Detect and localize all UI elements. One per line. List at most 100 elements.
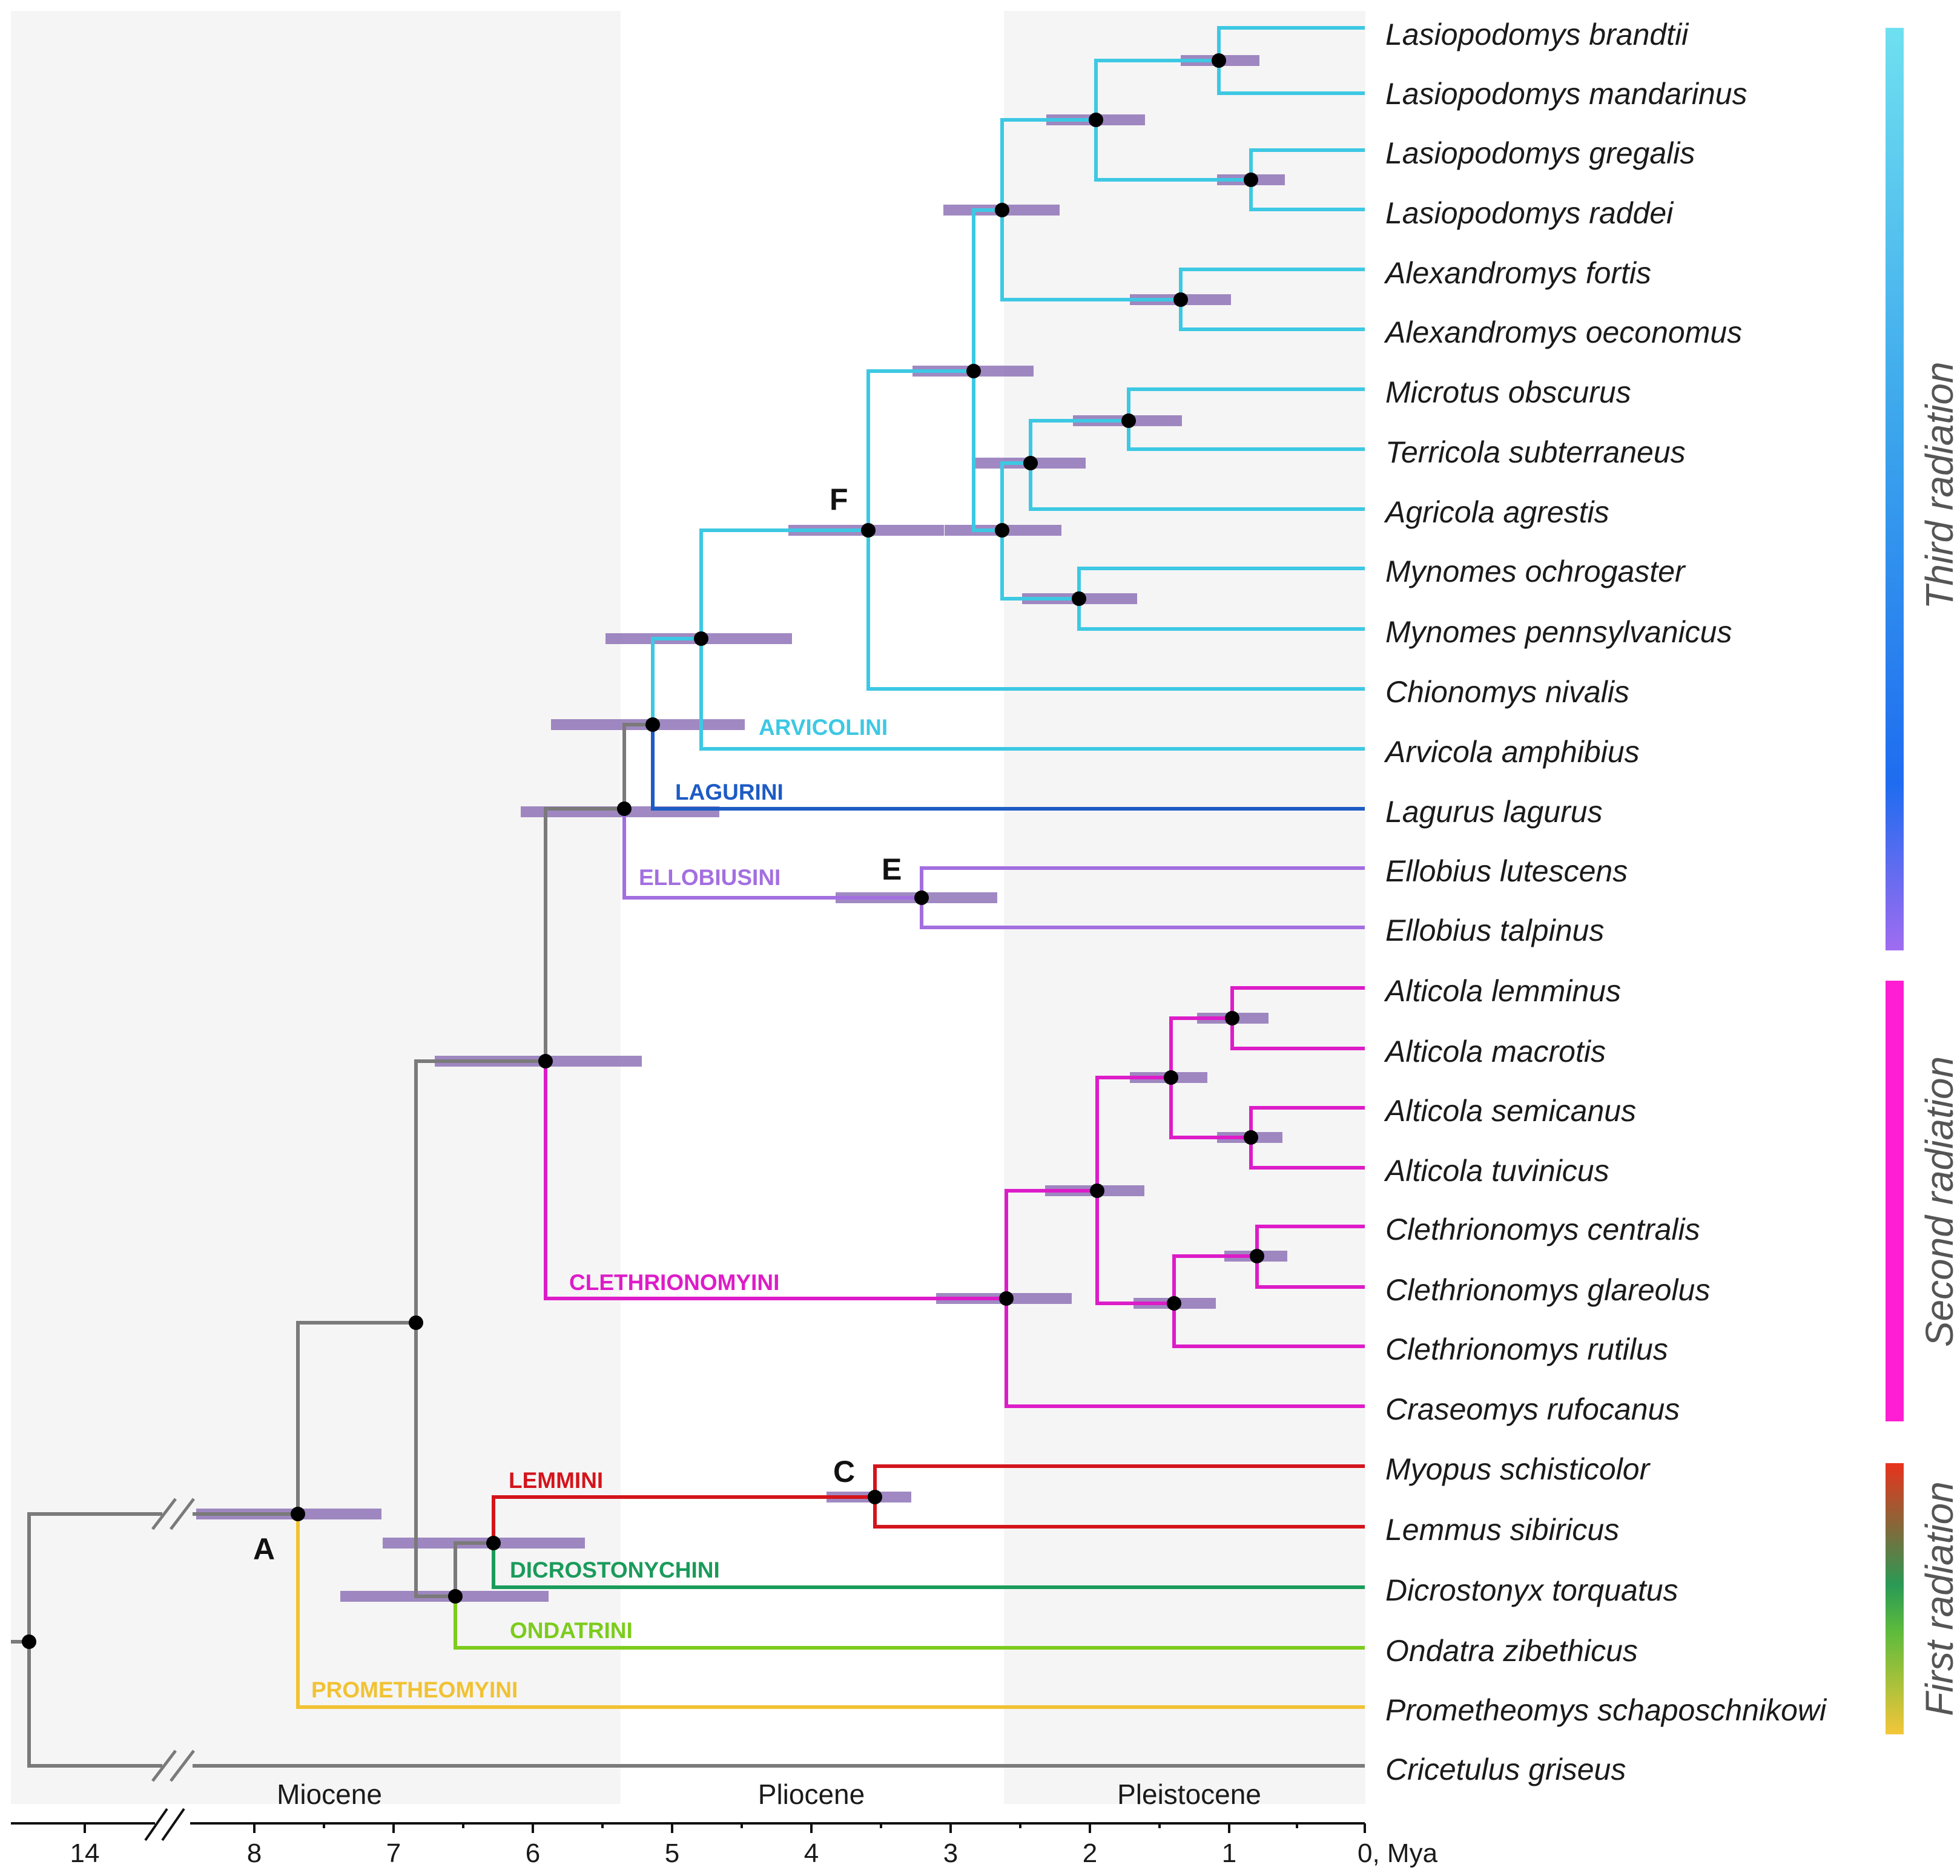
node: [995, 523, 1009, 538]
pliocene-band: [621, 11, 1004, 1804]
arvicolini-branches: [651, 26, 1365, 751]
taxon-label: Alticola semicanus: [1384, 1094, 1636, 1128]
tick-label: 2: [1083, 1838, 1097, 1868]
taxon-label: Lasiopodomys gregalis: [1385, 136, 1695, 170]
ellobiusini-branches: [622, 809, 1365, 929]
second-radiation-label: Second radiation: [1918, 1056, 1960, 1347]
node: [291, 1507, 305, 1521]
taxon-label: Clethrionomys glareolus: [1385, 1273, 1710, 1307]
time-axis: [11, 1808, 1366, 1841]
third-radiation-label: Third radiation: [1918, 361, 1960, 609]
lemmini-branches: [492, 1464, 1365, 1543]
node-label-a: A: [253, 1532, 275, 1566]
node: [1244, 1130, 1258, 1145]
taxon-label: Lasiopodomys brandtii: [1385, 18, 1689, 51]
taxon-label: Alticola macrotis: [1384, 1035, 1606, 1068]
node: [1173, 292, 1188, 307]
node: [1089, 113, 1103, 127]
node-label-c: C: [833, 1455, 855, 1489]
taxon-label: Mynomes pennsylvanicus: [1385, 615, 1732, 649]
clethrionomyini-branches: [544, 986, 1365, 1408]
node: [1250, 1249, 1264, 1263]
node: [645, 717, 660, 732]
tick-label: 0, Mya: [1358, 1838, 1438, 1868]
taxon-label: Microtus obscurus: [1385, 375, 1631, 409]
tick-label: 14: [70, 1838, 100, 1868]
taxon-label: Myopus schisticolor: [1385, 1452, 1651, 1486]
node: [22, 1634, 36, 1649]
node: [1167, 1296, 1181, 1311]
node-label-f: F: [830, 482, 848, 516]
first-radiation-bar: [1886, 1463, 1904, 1734]
tick-label: 5: [665, 1838, 679, 1868]
tribe-label-dicrostonychini: DICROSTONYCHINI: [510, 1558, 720, 1582]
taxon-label: Lemmus sibiricus: [1385, 1513, 1619, 1547]
node: [694, 631, 708, 646]
taxon-labels: Lasiopodomys brandtii Lasiopodomys manda…: [1384, 18, 1827, 1786]
taxon-label: Agricola agrestis: [1384, 495, 1609, 529]
node: [999, 1291, 1014, 1306]
node: [868, 1490, 882, 1504]
taxon-label: Ellobius talpinus: [1385, 913, 1604, 947]
tick-label: 4: [804, 1838, 819, 1868]
taxon-label: Alexandromys fortis: [1384, 256, 1651, 290]
taxon-label: Clethrionomys centralis: [1385, 1213, 1700, 1246]
pleistocene-band: [1004, 11, 1365, 1804]
taxon-label: Lasiopodomys raddei: [1385, 196, 1674, 230]
node: [914, 890, 929, 905]
tribe-label-arvicolini: ARVICOLINI: [759, 715, 888, 740]
tick-label: 8: [247, 1838, 262, 1868]
node: [486, 1536, 501, 1550]
taxon-label: Alexandromys oeconomus: [1384, 315, 1742, 349]
taxon-label: Dicrostonyx torquatus: [1385, 1573, 1678, 1607]
ondatrini-branch: [454, 1596, 1365, 1650]
tribe-label-lagurini: LAGURINI: [675, 780, 784, 805]
taxon-label: Alticola lemminus: [1384, 974, 1621, 1008]
lagurini-branch: [651, 725, 1365, 811]
taxon-label: Chionomys nivalis: [1385, 675, 1629, 709]
node-label-e: E: [882, 852, 902, 886]
tick-label: 6: [526, 1838, 540, 1868]
node: [448, 1589, 463, 1604]
taxon-label: Ellobius lutescens: [1385, 854, 1628, 888]
taxon-label: Lasiopodomys mandarinus: [1385, 77, 1747, 111]
node: [1225, 1011, 1239, 1025]
tribe-label-clethrionomyini: CLETHRIONOMYINI: [569, 1270, 779, 1295]
taxon-label: Lagurus lagurus: [1385, 795, 1603, 829]
backbone-branches: [11, 723, 1365, 1768]
taxon-label: Craseomys rufocanus: [1385, 1392, 1680, 1426]
first-radiation-label: First radiation: [1918, 1481, 1960, 1716]
node: [1121, 413, 1136, 428]
epoch-label-pliocene: Pliocene: [758, 1779, 865, 1810]
second-radiation-bar: [1886, 981, 1904, 1421]
node: [1164, 1070, 1178, 1085]
taxon-label: Cricetulus griseus: [1385, 1753, 1626, 1786]
taxon-label: Arvicola amphibius: [1384, 735, 1640, 769]
tribe-label-ondatrini: ONDATRINI: [510, 1618, 633, 1643]
node: [409, 1315, 423, 1330]
tribe-label-lemmini: LEMMINI: [509, 1468, 603, 1493]
node: [538, 1054, 553, 1068]
node: [995, 203, 1009, 217]
tick-label: 1: [1222, 1838, 1236, 1868]
epoch-label-miocene: Miocene: [277, 1779, 382, 1810]
node: [1072, 591, 1086, 606]
taxon-label: Mynomes ochrogaster: [1385, 555, 1686, 588]
taxon-label: Terricola subterraneus: [1385, 435, 1686, 469]
taxon-label: Clethrionomys rutilus: [1385, 1332, 1668, 1366]
node: [1023, 456, 1038, 470]
tribe-label-prometheomyini: PROMETHEOMYINI: [311, 1677, 518, 1702]
node: [966, 364, 981, 378]
node: [1244, 173, 1258, 187]
tick-label: 3: [943, 1838, 958, 1868]
branch-break-marks: [151, 1498, 195, 1782]
node: [1212, 53, 1226, 68]
taxon-label: Alticola tuvinicus: [1384, 1154, 1609, 1188]
tree-nodes: [22, 53, 1264, 1649]
prometheomyini-branch: [296, 1514, 1365, 1709]
node: [861, 523, 876, 538]
tribe-label-ellobiusini: ELLOBIUSINI: [639, 865, 780, 890]
dicrostonychini-branch: [492, 1543, 1365, 1589]
third-radiation-bar: [1886, 28, 1904, 950]
